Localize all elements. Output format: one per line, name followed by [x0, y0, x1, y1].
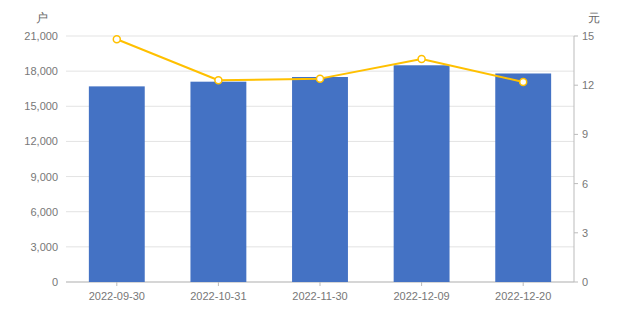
y2-tick-label: 3	[582, 227, 588, 239]
line	[117, 39, 523, 82]
y2-tick-label: 9	[582, 128, 588, 140]
y2-tick	[574, 282, 578, 283]
marks	[89, 36, 551, 282]
bar	[394, 65, 450, 282]
bar	[190, 82, 246, 282]
line-marker	[215, 77, 222, 84]
y2-tick-label: 6	[582, 178, 588, 190]
bar	[292, 77, 348, 282]
chart: 0 3,000 6,000 9,000 12,000 15,000 18,000 21,000…	[0, 0, 640, 320]
x-tick-label: 2022-12-09	[393, 290, 449, 302]
line-marker	[113, 36, 120, 43]
y2-tick	[574, 183, 578, 184]
x-tick	[320, 282, 321, 286]
y-tick-label: 9,000	[30, 171, 58, 183]
x-tick-label: 2022-10-31	[190, 290, 246, 302]
line-marker	[317, 75, 324, 82]
x-tick	[523, 282, 524, 286]
line-marker	[520, 78, 527, 85]
x-tick	[421, 282, 422, 286]
y2-tick-label: 0	[582, 276, 588, 288]
x-tick-label: 2022-11-30	[292, 290, 347, 302]
x-tick-label: 2022-09-30	[89, 290, 145, 302]
y-tick-label: 18,000	[24, 65, 58, 77]
y-axis-label: 户	[36, 11, 48, 25]
x-tick	[218, 282, 219, 286]
y-tick-label: 6,000	[30, 206, 58, 218]
bar	[495, 73, 551, 282]
grid-line	[66, 71, 574, 72]
x-tick	[116, 282, 117, 286]
y2-tick	[574, 232, 578, 233]
y2-tick	[574, 36, 578, 37]
y2-tick-label: 15	[582, 30, 594, 42]
y-tick-label: 15,000	[24, 100, 58, 112]
y2-tick-label: 12	[582, 79, 594, 91]
y2-axis-line	[574, 36, 575, 282]
bar	[89, 86, 145, 282]
y2-axis-label: 元	[588, 11, 600, 25]
y-tick-label: 0	[52, 276, 58, 288]
grid-line	[66, 36, 574, 37]
y2-tick	[574, 85, 578, 86]
y-tick-label: 3,000	[30, 241, 58, 253]
y-tick-label: 12,000	[24, 135, 58, 147]
y-tick-label: 21,000	[24, 30, 58, 42]
x-tick-label: 2022-12-20	[495, 290, 551, 302]
line-marker	[418, 55, 425, 62]
axes: 0 3,000 6,000 9,000 12,000 15,000 18,000 21,000…	[24, 30, 594, 302]
y2-tick	[574, 134, 578, 135]
